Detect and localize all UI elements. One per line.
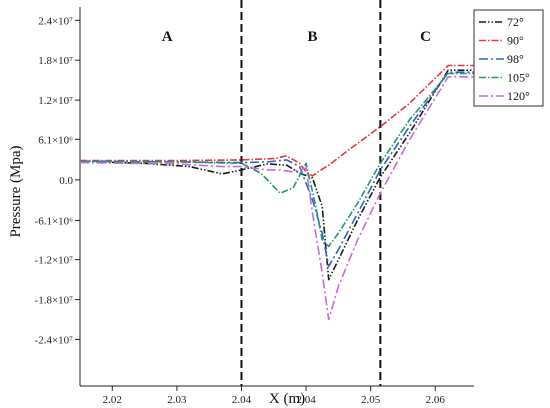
x-tick-label: 2.05 xyxy=(361,394,381,406)
series-line-1 xyxy=(80,64,474,177)
y-axis-title: Pressure (Mpa) xyxy=(8,145,24,237)
x-tick-label: 2.04 xyxy=(232,394,252,406)
x-tick-label: 2.02 xyxy=(103,394,122,406)
legend-entry: 72° xyxy=(507,15,524,29)
y-tick-label: 6.1×10⁶ xyxy=(38,134,73,146)
legend-entry: 90° xyxy=(507,34,524,48)
x-tick-label: 2.06 xyxy=(426,394,446,406)
region-label-b: B xyxy=(308,29,318,45)
y-tick-label: -1.2×10⁷ xyxy=(35,255,74,267)
y-tick-label: 1.8×10⁷ xyxy=(38,55,73,67)
y-tick-label: -1.8×10⁷ xyxy=(35,295,74,307)
series-line-4 xyxy=(80,76,474,321)
legend-entry: 120° xyxy=(507,89,530,103)
series-line-2 xyxy=(80,71,474,268)
series-line-0 xyxy=(80,69,474,281)
y-tick-label: 0.0 xyxy=(59,175,73,187)
y-tick-label: -6.1×10⁶ xyxy=(35,215,74,227)
y-tick-label: -2.4×10⁷ xyxy=(35,334,74,346)
legend-box xyxy=(473,9,544,107)
y-tick-label: 2.4×10⁷ xyxy=(38,15,73,27)
x-axis-title: X (m) xyxy=(269,391,305,407)
x-tick-label: 2.04 xyxy=(296,394,316,406)
region-label-c: C xyxy=(420,29,431,45)
legend-entry: 105° xyxy=(507,71,530,85)
y-tick-label: 1.2×10⁷ xyxy=(38,95,73,107)
x-tick-label: 2.03 xyxy=(167,394,187,406)
legend-entry: 98° xyxy=(507,52,524,66)
region-label-a: A xyxy=(162,29,173,45)
